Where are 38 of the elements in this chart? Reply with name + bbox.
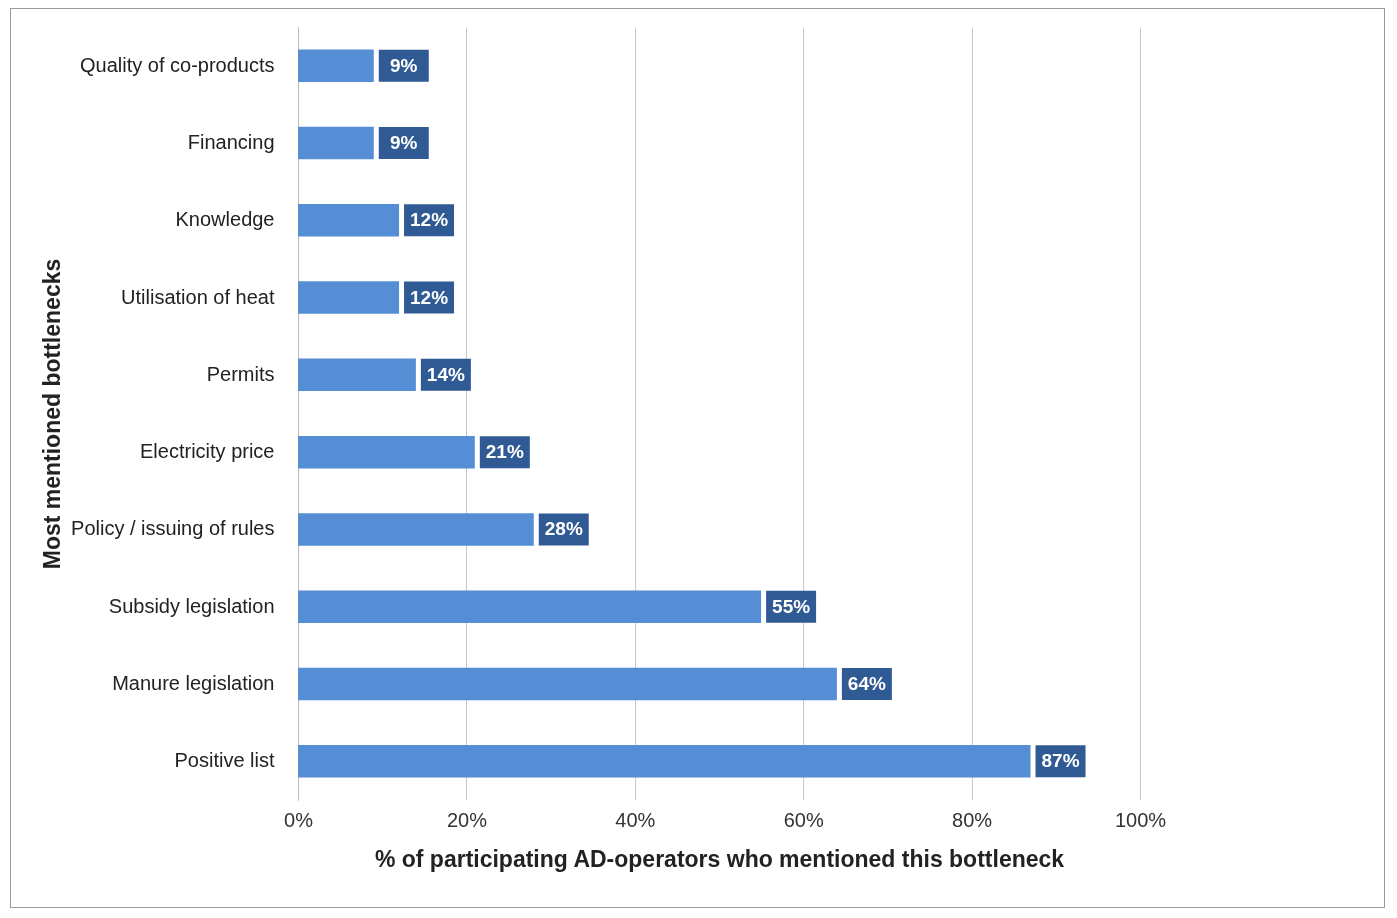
bar <box>298 513 534 546</box>
y-tick-label: Manure legislation <box>112 672 275 695</box>
x-tick-label: 60% <box>783 808 824 831</box>
y-tick-label: Permits <box>206 362 275 385</box>
bar <box>298 126 374 160</box>
x-tick-label: 40% <box>615 808 656 831</box>
bar <box>298 590 762 623</box>
y-tick-label: Utilisation of heat <box>121 285 275 308</box>
x-tick-label: 100% <box>1114 808 1167 831</box>
data-label: 12% <box>410 209 449 231</box>
bar <box>298 435 475 469</box>
x-tick-label: 80% <box>952 808 993 831</box>
data-label: 55% <box>772 595 811 617</box>
bar <box>298 745 1031 778</box>
bar <box>298 667 837 701</box>
bar <box>298 204 400 237</box>
bar <box>298 49 374 82</box>
y-axis-title: Most mentioned bottlenecks <box>38 258 65 570</box>
y-tick-label: Electricity price <box>140 440 275 463</box>
y-tick-label: Knowledge <box>175 208 275 231</box>
x-axis-title: % of participating AD-operators who mentioned this bottleneck <box>374 845 1065 872</box>
data-label: 64% <box>847 673 886 695</box>
y-tick-label: Policy / issuing of rules <box>71 517 275 540</box>
data-label: 12% <box>410 286 449 308</box>
data-label: 9% <box>390 131 418 153</box>
y-tick-label: Subsidy legislation <box>108 594 275 617</box>
y-tick-label: Financing <box>187 130 275 153</box>
bar <box>298 281 400 314</box>
data-label: 21% <box>485 441 524 463</box>
y-tick-label: Positive list <box>174 749 275 772</box>
bar <box>298 358 416 392</box>
x-tick-label: 20% <box>446 808 488 831</box>
y-tick-label: Quality of co-products <box>79 53 275 76</box>
data-label: 9% <box>390 54 418 76</box>
x-tick-label: 0% <box>284 808 314 831</box>
data-label: 28% <box>544 518 583 540</box>
data-label: 87% <box>1041 750 1080 772</box>
data-label: 14% <box>426 363 465 385</box>
